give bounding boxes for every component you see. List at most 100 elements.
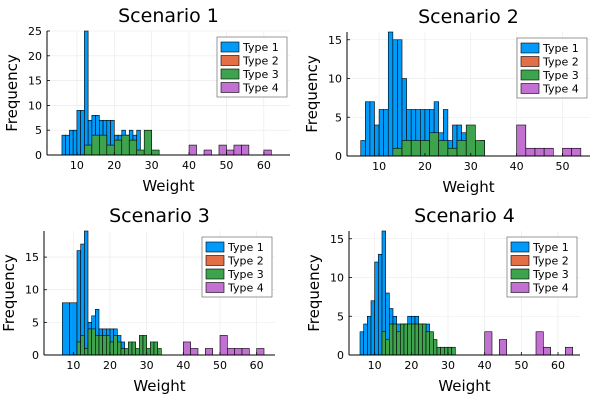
histogram-bar: [204, 150, 211, 155]
histogram-bar: [121, 348, 125, 355]
x-tick-label: 50: [219, 159, 233, 172]
legend-swatch: [521, 57, 539, 67]
histogram-bar: [137, 150, 144, 155]
legend-swatch: [206, 256, 224, 266]
histogram-bar: [402, 141, 411, 157]
x-tick-label: 40: [176, 359, 190, 372]
legend-label: Type 4: [532, 282, 569, 295]
histogram-bar: [485, 332, 492, 355]
histogram-bar: [62, 135, 66, 155]
histogram-bar: [241, 145, 248, 155]
subplot-4: 10 20 30 40 50 60 0 5 10 15 Scenario 4 Weight Freque…: [305, 205, 580, 395]
y-tick-label: 10: [25, 284, 39, 297]
y-tick-label: 5: [337, 310, 344, 323]
y-tick-label: 10: [328, 73, 342, 86]
histogram-bar: [441, 347, 445, 355]
y-tick-label: 25: [28, 25, 42, 38]
histogram-bar: [189, 145, 196, 155]
histogram-bar: [370, 102, 375, 156]
legend-label: Type 2: [242, 55, 279, 68]
histogram-bar: [110, 342, 114, 355]
histogram-bar: [114, 335, 118, 355]
legend-label: Type 4: [227, 282, 264, 295]
histogram-bar: [122, 135, 129, 155]
histogram-bar: [106, 335, 110, 355]
y-tick-label: 5: [32, 316, 39, 329]
subplot-title: Scenario 2: [418, 6, 519, 28]
histogram-bar: [84, 231, 88, 355]
x-tick-label: 20: [404, 359, 418, 372]
histogram-bar: [444, 347, 448, 355]
histogram-bar: [389, 324, 393, 355]
legend-swatch: [521, 70, 539, 80]
histogram-bar: [535, 148, 544, 156]
histogram-bar: [66, 135, 70, 155]
histogram-bar: [439, 141, 448, 157]
histogram-bar: [117, 342, 121, 355]
x-tick-label: 30: [145, 159, 159, 172]
x-tick-label: 10: [368, 359, 382, 372]
histogram-bar: [107, 145, 114, 155]
histogram-bar: [411, 324, 415, 355]
histogram-bar: [388, 32, 393, 156]
histogram-bar: [158, 348, 162, 355]
x-tick-label: 20: [418, 160, 432, 173]
legend-label: Type 1: [542, 42, 579, 55]
x-tick-label: 50: [213, 359, 227, 372]
histogram-bar: [226, 150, 233, 155]
histogram-bar: [544, 148, 553, 156]
subplot-3: 10 20 30 40 50 60 0 5 10 15 Scenario 3 Weight Freque…: [0, 205, 275, 395]
histogram-bar: [499, 340, 506, 356]
histogram-bar: [73, 130, 77, 155]
histogram-bar: [99, 335, 103, 355]
histogram-bar: [234, 145, 241, 155]
x-axis-label: Weight: [442, 178, 494, 196]
legend-label: Type 3: [532, 268, 569, 281]
x-tick-label: 60: [551, 359, 565, 372]
histogram-bar: [257, 348, 264, 355]
histogram-bar: [400, 324, 404, 355]
x-tick-label: 30: [441, 359, 455, 372]
legend-swatch: [511, 269, 529, 279]
histogram-bar: [565, 347, 572, 355]
legend-swatch: [206, 269, 224, 279]
y-tick-label: 15: [328, 34, 342, 47]
histogram-bar: [95, 335, 99, 355]
histogram-bar: [526, 148, 535, 156]
histogram-bar: [408, 324, 412, 355]
histogram-bar: [205, 348, 212, 355]
histogram-bar: [365, 102, 370, 156]
legend-label: Type 3: [542, 69, 579, 82]
x-tick-label: 20: [103, 359, 117, 372]
histogram-bar: [92, 135, 99, 155]
legend-label: Type 3: [227, 268, 264, 281]
histogram-bar: [419, 324, 423, 355]
legend-swatch: [206, 283, 224, 293]
subplot-title: Scenario 4: [414, 205, 515, 227]
x-tick-label: 10: [70, 159, 84, 172]
histogram-bar: [475, 141, 484, 157]
histogram-bar: [103, 335, 107, 355]
y-axis-label: Frequency: [3, 54, 21, 132]
x-tick-label: 40: [478, 359, 492, 372]
legend-swatch: [221, 42, 239, 52]
x-axis-label: Weight: [133, 377, 185, 395]
y-tick-label: 5: [35, 124, 42, 137]
histogram-bar: [430, 332, 434, 355]
histogram-bar: [375, 262, 379, 355]
subplot-title: Scenario 1: [118, 5, 219, 27]
histogram-bar: [242, 348, 249, 355]
y-tick-label: 0: [35, 149, 42, 162]
histogram-bar: [379, 110, 384, 157]
y-axis-label: Frequency: [303, 55, 321, 133]
y-tick-label: 15: [330, 233, 344, 246]
histogram-bar: [397, 332, 401, 355]
histogram-bar: [393, 40, 398, 156]
legend-label: Type 1: [532, 241, 569, 254]
histogram-bar: [143, 335, 147, 355]
y-tick-label: 15: [28, 75, 42, 88]
legend-label: Type 1: [242, 41, 279, 54]
x-tick-label: 60: [257, 159, 271, 172]
